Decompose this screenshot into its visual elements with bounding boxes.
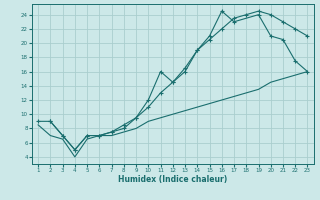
X-axis label: Humidex (Indice chaleur): Humidex (Indice chaleur)	[118, 175, 228, 184]
